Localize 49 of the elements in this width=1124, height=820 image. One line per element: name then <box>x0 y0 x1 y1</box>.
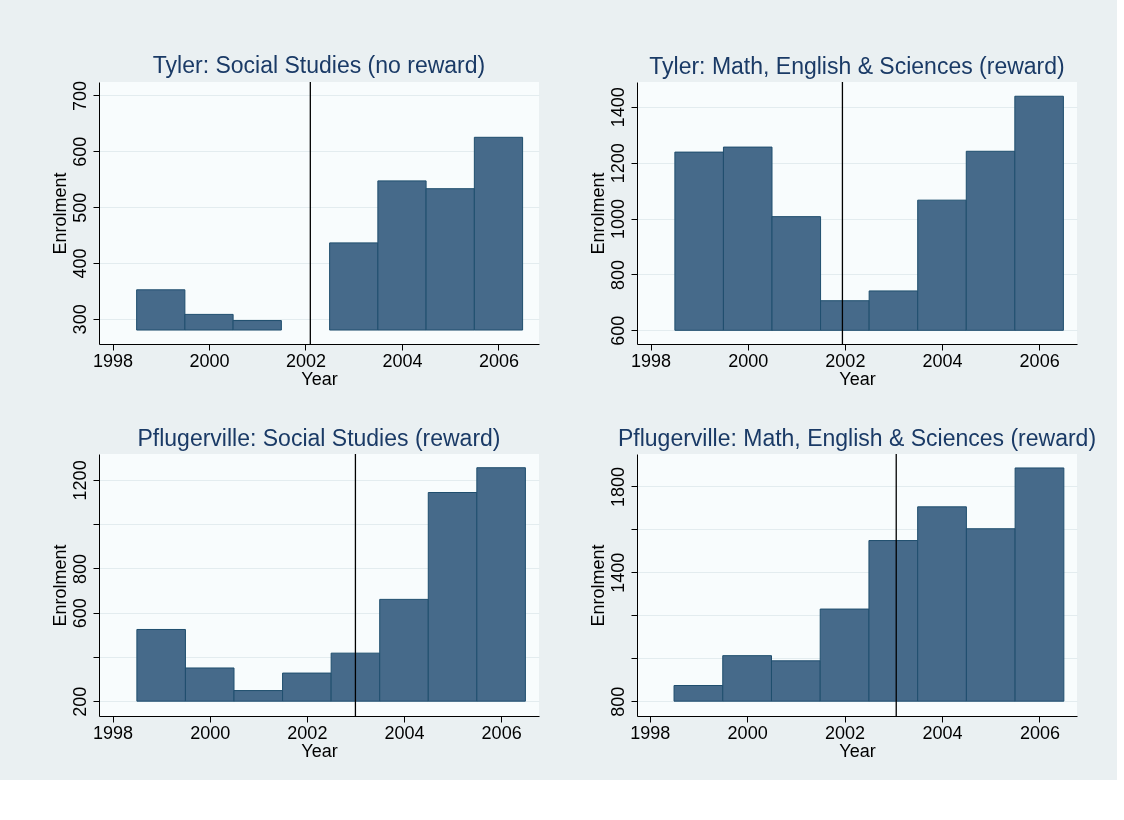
x-axis-title: Year <box>839 368 876 389</box>
x-tick-label: 2006 <box>478 350 519 371</box>
x-tick-label: 2004 <box>922 350 963 371</box>
y-tick-label: 300 <box>69 304 90 335</box>
y-tick-label: 600 <box>69 136 90 167</box>
y-axis-title: Enrolment <box>49 172 70 255</box>
x-tick-label: 2004 <box>382 350 423 371</box>
x-axis-title: Year <box>301 368 338 389</box>
x-tick-label: 2006 <box>1019 350 1060 371</box>
y-tick-label: 400 <box>69 248 90 279</box>
x-tick-label: 2004 <box>922 722 963 743</box>
y-tick-label: 800 <box>69 553 90 584</box>
x-tick-label: 2004 <box>384 722 425 743</box>
x-tick-label: 2006 <box>1019 722 1060 743</box>
x-tick-label: 2000 <box>189 350 230 371</box>
y-tick-label: 1400 <box>607 87 628 128</box>
x-tick-label: 1998 <box>92 350 134 371</box>
x-tick-label: 1998 <box>630 722 671 743</box>
x-tick-label: 1998 <box>93 722 134 743</box>
y-tick-label: 1400 <box>607 552 628 593</box>
chart-title: Pflugerville: Math, English & Sciences (reward) <box>617 425 1097 452</box>
y-axis-title: Enrolment <box>49 544 70 627</box>
x-tick-label: 2006 <box>481 722 522 743</box>
y-tick-label: 600 <box>69 598 90 629</box>
x-tick-label: 2002 <box>825 350 866 371</box>
y-tick-label: 1200 <box>69 460 90 501</box>
y-tick-label: 700 <box>69 80 90 111</box>
x-tick-label: 2002 <box>285 350 327 371</box>
x-tick-label: 1998 <box>631 350 672 371</box>
x-tick-label: 2000 <box>727 722 768 743</box>
y-tick-label: 1800 <box>607 466 628 507</box>
x-axis-title: Year <box>839 740 876 761</box>
y-tick-label: 800 <box>607 686 628 717</box>
y-tick-label: 600 <box>607 315 628 346</box>
y-tick-label: 1200 <box>607 143 628 184</box>
x-tick-label: 2002 <box>825 722 866 743</box>
y-axis-title: Enrolment <box>587 172 608 255</box>
y-tick-label: 800 <box>607 259 628 290</box>
y-axis-title: Enrolment <box>587 544 608 627</box>
chart-title: Pflugerville: Social Studies (reward) <box>137 425 501 452</box>
chart-title: Tyler: Math, English & Sciences (reward) <box>649 53 1065 80</box>
y-tick-label: 1000 <box>607 199 628 240</box>
x-tick-label: 2002 <box>287 722 328 743</box>
y-tick-label: 200 <box>69 686 90 717</box>
chart-title: Tyler: Social Studies (no reward) <box>152 52 486 79</box>
x-tick-label: 2000 <box>728 350 769 371</box>
x-tick-label: 2000 <box>190 722 231 743</box>
x-axis-title: Year <box>301 740 338 761</box>
y-tick-label: 500 <box>69 192 90 223</box>
